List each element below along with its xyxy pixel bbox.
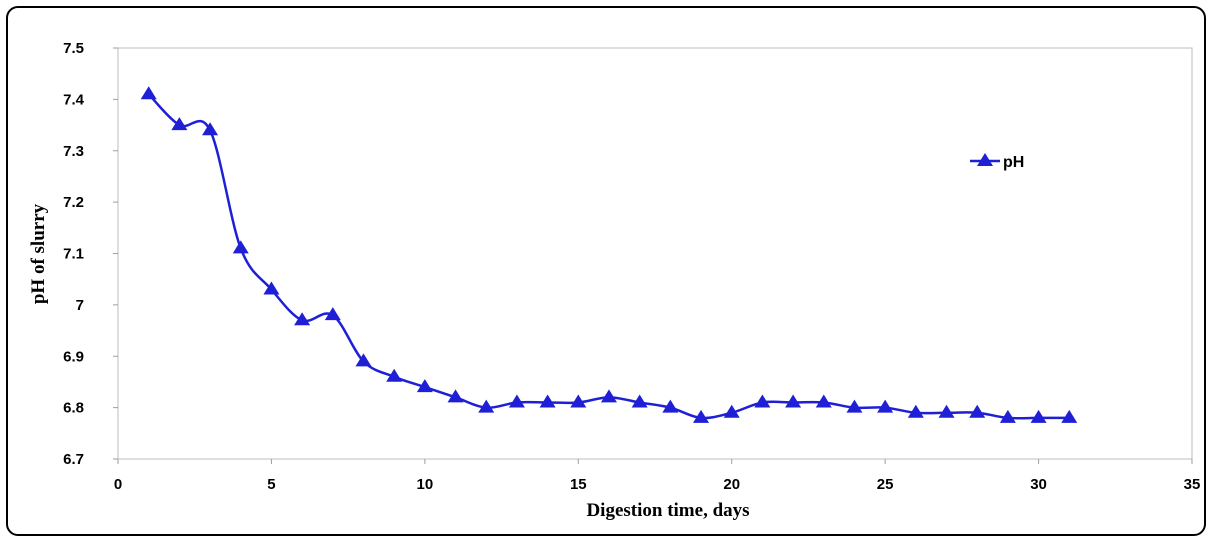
data-point-marker bbox=[815, 394, 832, 408]
data-point-marker bbox=[386, 368, 403, 382]
y-tick-label: 7.2 bbox=[63, 194, 84, 211]
y-tick-label: 7.1 bbox=[63, 246, 84, 263]
data-point-marker bbox=[447, 389, 464, 403]
x-axis-title: Digestion time, days bbox=[586, 500, 749, 520]
data-point-marker bbox=[723, 404, 740, 418]
data-point-marker bbox=[693, 409, 710, 423]
data-point-marker bbox=[662, 399, 679, 413]
data-point-marker bbox=[294, 312, 311, 326]
y-tick-label: 6.7 bbox=[63, 451, 84, 468]
legend-marker bbox=[977, 153, 993, 166]
x-tick-label: 30 bbox=[1030, 476, 1047, 493]
legend: pH bbox=[970, 153, 1024, 171]
x-tick-label: 0 bbox=[114, 476, 122, 493]
data-point-marker bbox=[969, 404, 986, 418]
data-point-marker bbox=[539, 394, 556, 408]
data-point-marker bbox=[785, 394, 802, 408]
plot-area bbox=[117, 47, 1193, 460]
data-point-marker bbox=[478, 399, 495, 413]
data-point-marker bbox=[355, 353, 372, 367]
data-point-marker bbox=[232, 240, 249, 254]
data-point-marker bbox=[631, 394, 648, 408]
data-point-marker bbox=[570, 394, 587, 408]
x-tick-label: 10 bbox=[417, 476, 434, 493]
data-point-marker bbox=[140, 86, 157, 100]
data-point-marker bbox=[754, 394, 771, 408]
y-axis-title: pH of slurry bbox=[28, 203, 49, 304]
x-tick-label: 25 bbox=[877, 476, 894, 493]
data-point-marker bbox=[999, 409, 1016, 423]
data-point-marker bbox=[600, 389, 617, 403]
data-point-marker bbox=[938, 404, 955, 418]
data-point-marker bbox=[877, 399, 894, 413]
y-tick-label: 7 bbox=[76, 297, 84, 314]
x-tick-label: 20 bbox=[723, 476, 740, 493]
data-point-marker bbox=[263, 281, 280, 295]
x-tick-label: 15 bbox=[570, 476, 587, 493]
data-point-marker bbox=[324, 307, 341, 321]
data-point-marker bbox=[171, 117, 188, 131]
y-tick-label: 7.5 bbox=[63, 40, 84, 57]
line-chart: 6.7 6.8 6.9 7 7.1 7.2 7.3 7.4 7.5 0 5 10 15 20 25 30 35… bbox=[28, 40, 1201, 520]
y-tick-label: 6.8 bbox=[63, 400, 84, 417]
y-tick-label: 7.3 bbox=[63, 143, 84, 160]
data-point-marker bbox=[846, 399, 863, 413]
data-point-marker bbox=[907, 404, 924, 418]
legend-label: pH bbox=[1003, 154, 1024, 171]
x-tick-label: 35 bbox=[1184, 476, 1201, 493]
y-tick-label: 7.4 bbox=[63, 91, 85, 108]
data-point-marker bbox=[508, 394, 525, 408]
data-point-marker bbox=[416, 379, 433, 393]
data-point-marker bbox=[1061, 409, 1078, 423]
y-tick-label: 6.9 bbox=[63, 348, 84, 365]
data-point-marker bbox=[202, 122, 219, 136]
data-point-marker bbox=[1030, 409, 1047, 423]
x-tick-label: 5 bbox=[267, 476, 275, 493]
